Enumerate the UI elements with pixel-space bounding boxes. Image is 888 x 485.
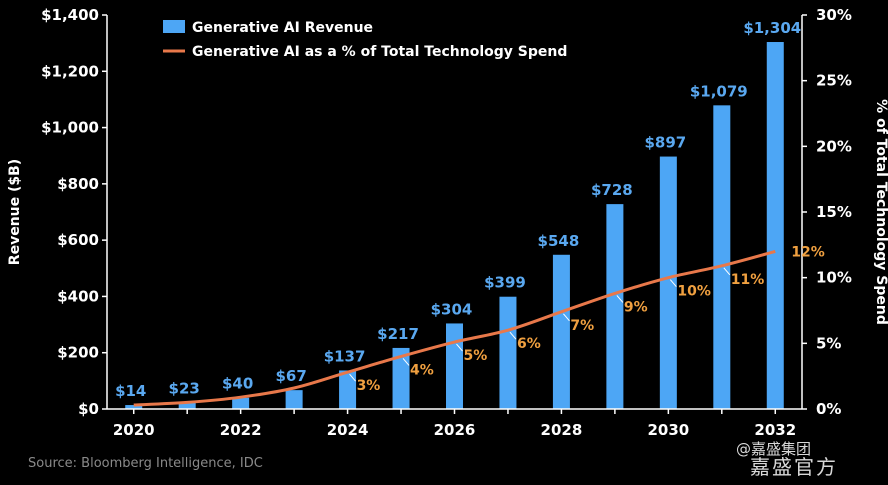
watermark: @嘉盛集团 嘉盛官方: [736, 440, 838, 479]
series-line-pct: [133, 249, 776, 407]
bar-2024: [339, 370, 357, 409]
pct-value-label: 9%: [624, 299, 648, 315]
bar-value-label: $897: [644, 134, 686, 152]
bar-value-label: $217: [377, 325, 419, 343]
bar-value-label: $1,304: [743, 19, 801, 37]
pct-label-leader: [723, 267, 731, 276]
x-tick-label: 2030: [647, 421, 689, 439]
bar-2021: [178, 402, 196, 409]
bar-value-label: $14: [115, 382, 146, 400]
legend-swatch-bar: [163, 20, 185, 33]
watermark-line1: @嘉盛集团: [736, 440, 812, 458]
pct-value-label: 5%: [464, 348, 488, 364]
bar-value-label: $728: [591, 181, 633, 199]
left-axis-title: Revenue ($B): [7, 159, 23, 265]
pct-label-leader: [616, 295, 624, 303]
left-tick-label: $600: [57, 231, 99, 249]
bar-2023: [285, 390, 303, 409]
right-tick-label: 25%: [816, 72, 852, 90]
pct-label-leader: [563, 313, 570, 322]
x-tick-label: 2024: [327, 421, 369, 439]
pct-value-label: 12%: [791, 244, 825, 260]
bar-2032: [766, 42, 784, 409]
left-tick-label: $0: [78, 400, 99, 418]
bar-value-label: $137: [324, 347, 366, 365]
bar-2029: [606, 204, 624, 409]
bar-value-label: $304: [431, 300, 473, 318]
bar-2020: [125, 405, 143, 409]
right-tick-label: 0%: [816, 400, 841, 418]
right-tick-label: 30%: [816, 6, 852, 24]
labels-layer: $14 $23 $40 $67 $137 $217 $304 $399 $548 $728 $897…: [115, 19, 825, 400]
bar-2022: [232, 397, 250, 409]
bars-layer: [125, 42, 784, 410]
x-tick-label: 2032: [754, 421, 796, 439]
left-tick-label: $200: [57, 344, 99, 362]
pct-value-label: 7%: [570, 318, 594, 334]
pct-label-leader: [669, 279, 677, 287]
right-tick-label: 5%: [816, 334, 841, 352]
right-axis-title: % of Total Technology Spend: [873, 99, 888, 325]
pct-label-leader: [349, 373, 356, 382]
pct-value-label: 6%: [517, 336, 541, 352]
x-tick-label: 2022: [220, 421, 262, 439]
right-tick-label: 15%: [816, 203, 852, 221]
source-note: Source: Bloomberg Intelligence, IDC: [28, 456, 263, 471]
bar-2027: [499, 296, 517, 409]
x-tick-label: 2026: [434, 421, 476, 439]
left-tick-label: $400: [57, 287, 99, 305]
bar-value-label: $23: [169, 380, 200, 398]
pct-label-leader: [509, 331, 517, 340]
legend: Generative AI Revenue Generative AI as a …: [163, 20, 567, 60]
bar-2030: [659, 156, 677, 409]
left-tick-label: $800: [57, 175, 99, 193]
x-tick-label: 2028: [541, 421, 583, 439]
pct-value-label: 10%: [677, 284, 711, 300]
pct-label-leader: [456, 343, 463, 352]
bar-2031: [713, 105, 731, 410]
legend-label-line: Generative AI as a % of Total Technology…: [192, 44, 567, 60]
axes-layer: $0 $200 $400 $600 $800 $1,000 $1,200 $1,400 0% 5%…: [7, 6, 888, 439]
right-tick-label: 20%: [816, 137, 852, 155]
line-layer: [133, 249, 776, 407]
legend-label-bar: Generative AI Revenue: [192, 20, 373, 36]
bar-value-label: $548: [538, 232, 580, 250]
bar-2028: [552, 254, 570, 409]
bar-value-label: $67: [275, 367, 306, 385]
watermark-line2: 嘉盛官方: [750, 455, 838, 479]
bar-value-label: $399: [484, 274, 526, 292]
pct-value-label: 3%: [357, 378, 381, 394]
x-tick-label: 2020: [113, 421, 155, 439]
bar-2026: [446, 323, 463, 409]
left-tick-label: $1,000: [41, 119, 99, 137]
pct-value-label: 11%: [731, 272, 765, 288]
pct-label-leader: [402, 358, 410, 366]
right-tick-label: 10%: [816, 269, 852, 287]
bar-value-label: $1,079: [690, 82, 748, 100]
bar-value-label: $40: [222, 375, 253, 393]
left-tick-label: $1,200: [41, 62, 99, 80]
bar-2025: [392, 347, 410, 409]
left-tick-label: $1,400: [41, 6, 99, 24]
pct-value-label: 4%: [410, 362, 434, 378]
